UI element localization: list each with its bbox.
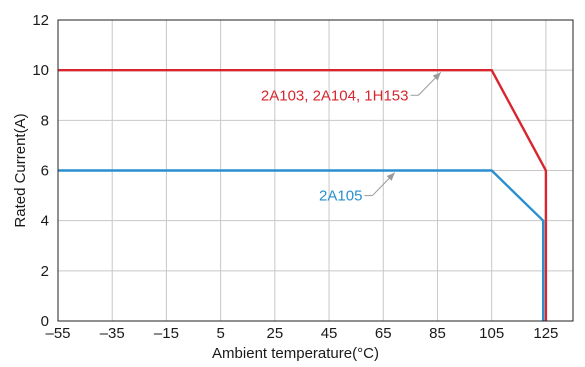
annotation-arrowhead-0 [432, 72, 441, 81]
y-tick-label: 2 [41, 263, 49, 280]
x-tick-label: –55 [45, 325, 70, 342]
x-tick-label: 25 [266, 325, 283, 342]
x-tick-label: 5 [216, 325, 224, 342]
x-tick-label: –35 [100, 325, 125, 342]
annotation-label-0: 2A103, 2A104, 1H153 [261, 87, 409, 104]
y-tick-label: 12 [32, 12, 49, 29]
x-tick-label: 65 [375, 325, 392, 342]
y-tick-label: 10 [32, 62, 49, 79]
series-line-1 [58, 169, 545, 321]
annotations: 2A103, 2A104, 1H153 2A105 [261, 71, 442, 205]
x-tick-label: 45 [321, 325, 338, 342]
y-tick-labels: 0 2 4 6 8 10 12 [32, 12, 49, 330]
y-tick-label: 4 [41, 213, 49, 230]
series-line-0 [58, 69, 548, 321]
x-tick-label: 105 [479, 325, 504, 342]
plot-frame [57, 19, 574, 322]
annotation-arrowhead-1 [386, 172, 395, 181]
x-tick-labels: –55 –35 –15 5 25 45 65 85 105 125 [45, 325, 558, 342]
x-axis-label: Ambient temperature(°C) [212, 345, 379, 362]
annotation-label-1: 2A105 [319, 188, 362, 205]
x-tick-label: 85 [429, 325, 446, 342]
y-tick-label: 6 [41, 163, 49, 180]
y-axis-label: Rated Current(A) [12, 113, 29, 227]
x-tick-label: 125 [533, 325, 558, 342]
x-tick-label: –15 [154, 325, 179, 342]
series-lines [58, 69, 548, 321]
y-tick-label: 8 [41, 112, 49, 129]
y-tick-label: 0 [41, 313, 49, 330]
